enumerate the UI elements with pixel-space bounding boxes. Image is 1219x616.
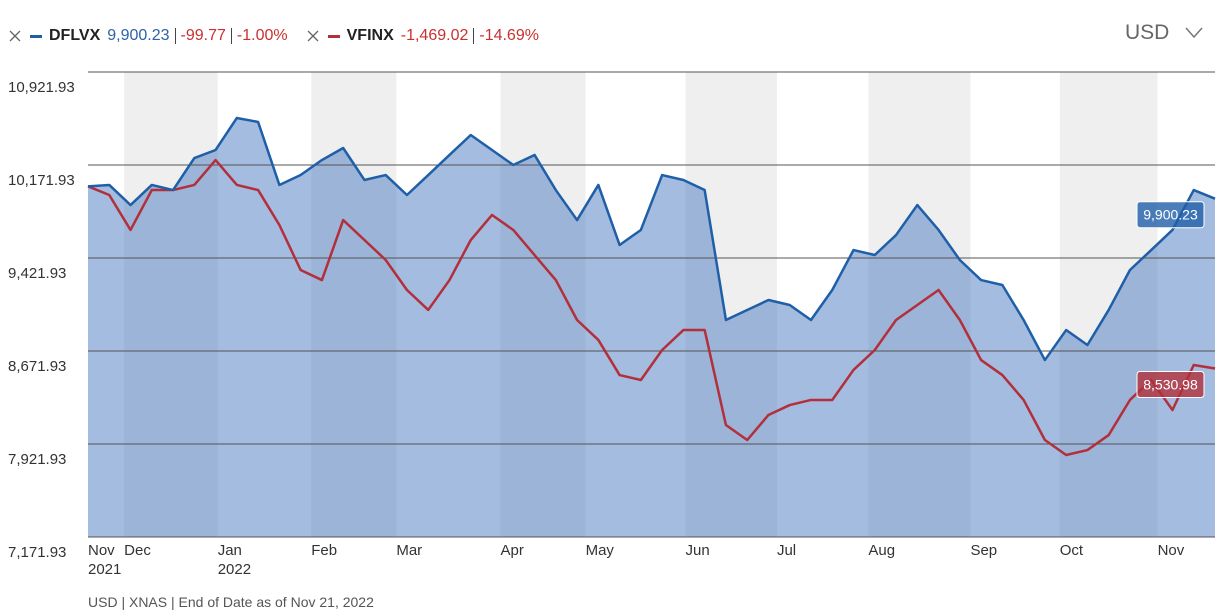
remove-series[interactable]: [8, 29, 22, 43]
y-tick-label: 7,171.93: [8, 544, 66, 561]
x-tick-label: Jun: [686, 542, 710, 559]
month-band: [311, 72, 397, 537]
area: [88, 117, 1215, 537]
x-tick-label: Dec: [124, 542, 151, 559]
x-tick-label: Aug: [868, 542, 895, 559]
legend: DFLVX 9,900.23 -99.77 -1.00% VFINX -1,469.02-…: [8, 24, 539, 48]
separator: [230, 28, 232, 44]
legend-name: DFLVX: [49, 27, 101, 44]
footer: USD | XNAS | End of Date as of Nov 21, 2…: [88, 594, 374, 610]
month-band: [500, 72, 586, 537]
month-band: [685, 72, 777, 537]
separator: [473, 28, 475, 44]
currency-select[interactable]: USD: [1125, 21, 1170, 44]
remove-series[interactable]: [306, 29, 320, 43]
month-band: [124, 72, 218, 537]
x-tick-label: Jul: [777, 542, 796, 559]
series-line: [87, 116, 1216, 362]
legend-value: 9,900.23: [107, 27, 170, 44]
legend-swatch: [30, 34, 42, 38]
series-line: [87, 158, 1216, 457]
legend-swatch: [327, 34, 340, 38]
separator: [174, 28, 176, 44]
end-label-box: [1136, 201, 1205, 229]
x-tick-label: Feb: [311, 542, 337, 559]
y-tick-label: 10,171.93: [8, 172, 75, 189]
x-tick-label: Nov: [88, 542, 115, 559]
x-tick-label: Sep: [970, 542, 997, 559]
y-tick-label: 8,671.93: [8, 358, 66, 375]
y-tick-label: 9,421.93: [8, 265, 66, 282]
x-tick-label: Nov: [1158, 542, 1185, 559]
month-band: [868, 72, 971, 537]
y-tick-label: 10,921.93: [8, 79, 75, 96]
end-label-box: [1136, 370, 1205, 398]
x-tick-year: 2022: [218, 561, 251, 578]
x-tick-label: Oct: [1060, 542, 1084, 559]
end-label: 9,900.23: [1143, 207, 1198, 223]
legend-change: -1,469.02: [400, 27, 469, 44]
x-tick-label: Mar: [396, 542, 422, 559]
x-tick-label: Apr: [501, 542, 524, 559]
x-tick-label: Jan: [218, 542, 242, 559]
legend-name: VFINX: [346, 27, 394, 44]
end-label: 8,530.98: [1143, 376, 1198, 392]
x-tick-label: May: [586, 542, 615, 559]
legend-change-pct: -14.69%: [479, 27, 539, 44]
legend-change: -99.77: [180, 27, 226, 44]
legend-change-pct: -1.00%: [236, 27, 288, 44]
y-tick-label: 7,921.93: [8, 451, 66, 468]
x-tick-year: 2021: [88, 561, 121, 578]
chevron[interactable]: [1184, 26, 1204, 40]
month-band: [1059, 72, 1158, 537]
